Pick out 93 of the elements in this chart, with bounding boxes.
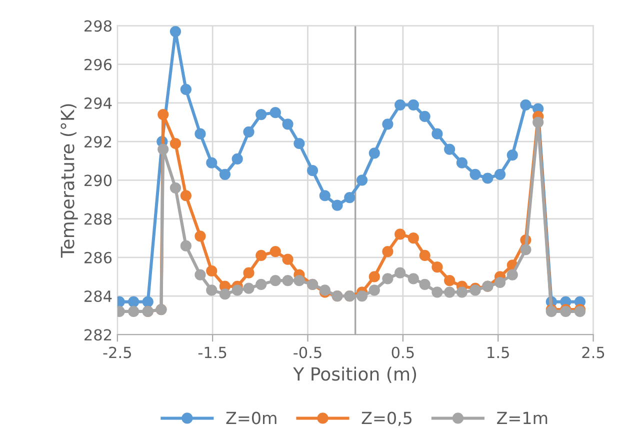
point <box>356 290 368 302</box>
point <box>270 246 281 258</box>
point <box>432 128 443 140</box>
point <box>419 110 430 122</box>
point <box>419 278 430 290</box>
point <box>432 286 443 298</box>
point <box>128 306 140 318</box>
point <box>506 150 518 161</box>
point <box>232 284 243 296</box>
point <box>219 168 231 180</box>
x-axis-title: Y Position (m) <box>293 366 416 383</box>
point <box>444 144 456 155</box>
y-tick-label: 282 <box>84 329 112 341</box>
point <box>294 138 305 150</box>
point <box>332 200 343 211</box>
point <box>368 271 380 282</box>
point <box>158 144 169 155</box>
point <box>382 246 394 258</box>
point <box>206 265 218 276</box>
point <box>432 261 443 273</box>
point <box>256 108 267 120</box>
x-tick-label: 1.5 <box>488 346 509 358</box>
y-tick-label: 296 <box>84 58 112 70</box>
x-tick-label: 2.5 <box>582 346 604 358</box>
point <box>243 126 254 138</box>
point <box>394 267 406 278</box>
point <box>232 153 243 164</box>
point <box>194 230 206 242</box>
point <box>419 250 430 262</box>
point <box>128 296 140 308</box>
y-tick-label: 294 <box>84 97 112 109</box>
point <box>306 164 318 176</box>
point <box>470 168 481 180</box>
point <box>408 99 419 110</box>
legend-label: Z=0m <box>226 412 276 424</box>
point <box>158 108 169 120</box>
point <box>520 244 532 256</box>
point <box>256 278 267 290</box>
y-tick-label: 298 <box>84 20 112 32</box>
point <box>382 118 394 130</box>
point <box>444 275 456 286</box>
point <box>408 232 419 244</box>
point <box>142 296 154 308</box>
y-tick-label: 288 <box>84 213 112 225</box>
point <box>408 273 419 284</box>
point <box>256 250 267 262</box>
y-tick-label: 292 <box>84 136 112 148</box>
point <box>394 99 406 110</box>
point <box>206 284 218 296</box>
point <box>194 269 206 280</box>
point <box>180 84 192 96</box>
point <box>170 138 182 150</box>
point <box>494 276 506 288</box>
point <box>219 288 231 300</box>
legend-label: Z=0,5 <box>362 412 412 426</box>
point <box>319 190 330 202</box>
point <box>170 182 182 194</box>
point <box>294 275 305 286</box>
point <box>368 148 380 159</box>
x-tick-label: -2.5 <box>103 346 131 358</box>
y-axis-title: Temperature (°K) <box>60 104 78 258</box>
point <box>243 267 254 278</box>
point <box>180 240 192 252</box>
y-tick-label: 284 <box>84 290 112 302</box>
x-tick-label: -0.5 <box>294 346 322 358</box>
point <box>532 116 544 128</box>
point <box>444 286 456 298</box>
point <box>243 282 254 294</box>
point <box>520 99 532 110</box>
point <box>170 26 182 38</box>
point <box>344 192 356 204</box>
point <box>456 286 468 298</box>
point <box>382 273 394 284</box>
point <box>506 269 518 280</box>
point <box>282 254 294 265</box>
point <box>270 107 281 118</box>
y-tick-label: 286 <box>84 252 112 264</box>
point <box>180 190 192 202</box>
point <box>368 284 380 296</box>
point <box>282 118 294 130</box>
point <box>456 157 468 168</box>
point <box>194 128 206 140</box>
point <box>394 228 406 240</box>
point <box>282 275 294 286</box>
x-tick-label: 0.5 <box>392 346 414 358</box>
x-tick-label: -1.5 <box>198 346 226 358</box>
legend-label: Z=1m <box>497 412 548 424</box>
point <box>356 174 368 186</box>
y-tick-label: 290 <box>84 174 112 186</box>
point <box>482 172 494 184</box>
point <box>270 275 281 286</box>
point <box>494 168 506 180</box>
point <box>206 157 218 168</box>
